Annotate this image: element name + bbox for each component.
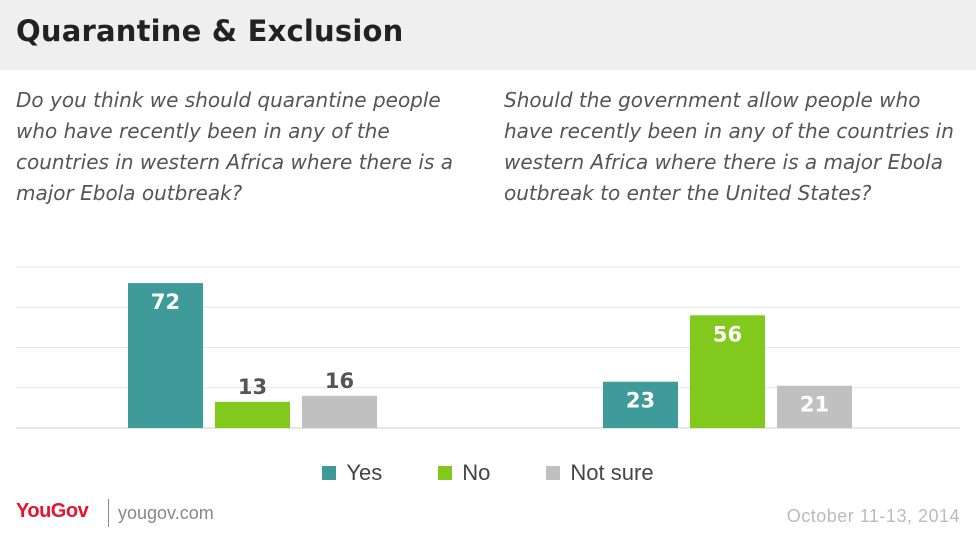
survey-date: October 11-13, 2014 xyxy=(786,506,960,526)
question-left: Do you think we should quarantine people… xyxy=(16,88,453,205)
bar-1-yes xyxy=(128,283,203,428)
legend: Yes No Not sure xyxy=(0,460,976,486)
legend-label-yes: Yes xyxy=(346,460,383,485)
data-label-2-no: 56 xyxy=(713,322,742,346)
data-label-2-not-sure: 21 xyxy=(800,393,829,417)
legend-swatch-no xyxy=(438,466,453,480)
bar-2-yes xyxy=(603,381,678,428)
legend-label-no: No xyxy=(462,460,491,485)
legend-label-not-sure: Not sure xyxy=(570,460,654,485)
legend-item-no: No xyxy=(438,460,490,486)
legend-item-yes: Yes xyxy=(322,460,382,486)
bar-1-not-sure xyxy=(302,395,377,428)
legend-swatch-yes xyxy=(322,466,337,480)
bar-2-not-sure xyxy=(777,385,852,428)
bar-chart: 72 13 16 23 56 21 xyxy=(16,266,960,429)
legend-swatch-not-sure xyxy=(546,466,561,480)
header-bar: Quarantine & Exclusion xyxy=(0,0,976,70)
data-label-2-yes: 23 xyxy=(626,389,655,413)
bar-1-no xyxy=(215,401,290,428)
data-label-1-no: 13 xyxy=(238,375,267,399)
data-label-1-yes: 72 xyxy=(151,290,180,314)
question-right: Should the government allow people who h… xyxy=(504,88,954,205)
data-label-1-not-sure: 16 xyxy=(325,369,354,393)
footer-site-link[interactable]: yougov.com xyxy=(118,503,214,523)
footer-divider xyxy=(108,499,109,527)
yougov-logo: YouGov xyxy=(16,500,89,522)
bar-2-no xyxy=(690,315,765,428)
page-title: Quarantine & Exclusion xyxy=(16,14,404,48)
legend-item-not-sure: Not sure xyxy=(546,460,654,486)
